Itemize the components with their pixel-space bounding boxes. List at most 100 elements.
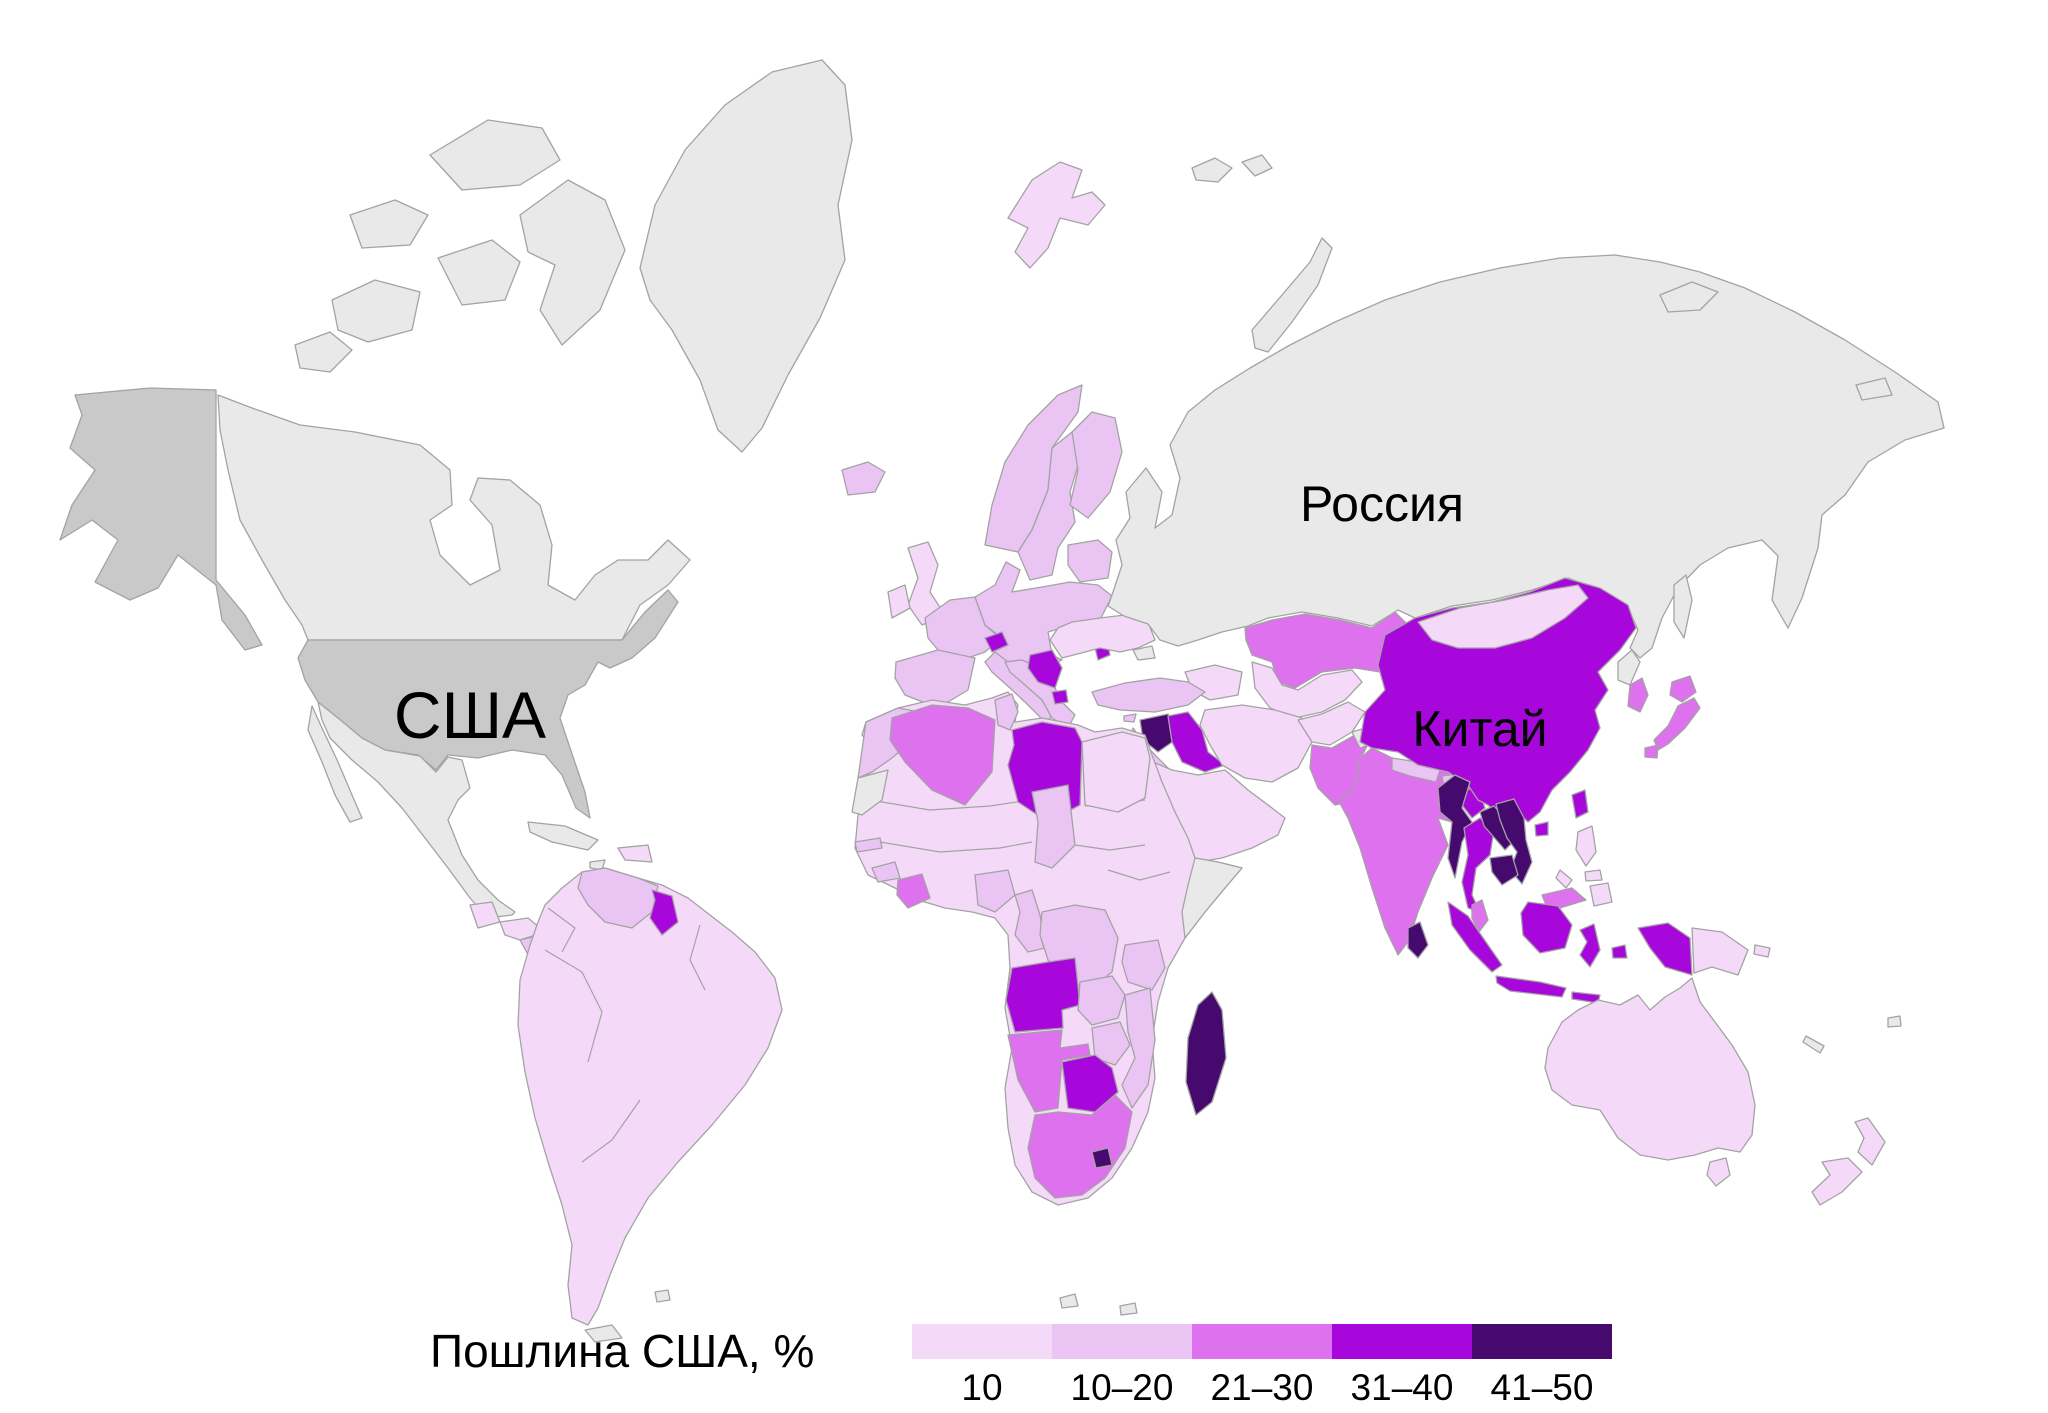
region-arctic-islands <box>429 119 561 191</box>
region-zambia <box>1077 975 1126 1026</box>
region-chad <box>1031 784 1076 869</box>
region-palawan <box>1555 869 1573 889</box>
region-arctic-islands <box>331 279 421 343</box>
region-south-america <box>517 867 783 1326</box>
region-wrangel-island <box>1855 377 1893 401</box>
region-zimbabwe <box>1091 1021 1131 1066</box>
legend-label-5: 41–50 <box>1490 1367 1594 1408</box>
region-japan-hokkaido <box>1669 675 1697 703</box>
region-alaska <box>59 387 263 651</box>
legend: Пошлина США, % 10 10–20 21–30 31–40 41–5… <box>430 1318 1690 1408</box>
region-greenland <box>639 59 853 453</box>
region-arctic-islands <box>519 179 626 346</box>
region-baltics <box>1067 539 1113 583</box>
region-nz-north <box>1854 1117 1886 1166</box>
region-australia <box>1544 977 1756 1161</box>
region-arctic-islands <box>294 331 353 373</box>
region-madagascar <box>1185 991 1227 1116</box>
region-iceland <box>841 461 886 496</box>
region-canada <box>217 394 691 641</box>
region-vietnam <box>1495 798 1533 885</box>
region-mexico <box>317 701 516 919</box>
region-kalimantan <box>1520 901 1573 954</box>
region-cameroon-gabon <box>1014 889 1046 953</box>
region-algeria <box>889 704 996 806</box>
legend-label-3: 21–30 <box>1210 1367 1314 1408</box>
region-papua-west <box>1637 922 1693 976</box>
region-visayas <box>1584 869 1603 882</box>
region-baja <box>307 705 363 823</box>
region-sweden <box>1017 431 1083 581</box>
legend-category: 41–50 <box>1472 1324 1612 1409</box>
region-nigeria <box>974 869 1016 913</box>
region-south-korea <box>1627 677 1649 713</box>
region-iberia <box>894 649 976 709</box>
label-china: Китай <box>1412 701 1547 757</box>
region-laos <box>1479 805 1516 851</box>
legend-swatch-2 <box>1052 1324 1192 1359</box>
legend-label-4: 31–40 <box>1350 1367 1454 1408</box>
legend-swatch-4 <box>1332 1324 1472 1359</box>
region-serbia-bosnia <box>1027 649 1063 689</box>
region-sakhalin <box>1673 574 1693 639</box>
region-southern-islands <box>1059 1293 1079 1309</box>
region-western-sahara <box>851 769 889 816</box>
region-japan-honshu <box>1653 697 1701 751</box>
region-cuba <box>527 821 599 851</box>
region-hispaniola <box>617 844 653 863</box>
region-mozambique <box>1121 987 1156 1109</box>
region-new-siberian-islands <box>1659 281 1719 313</box>
region-arctic-islands <box>437 239 521 306</box>
region-mindanao <box>1589 882 1613 907</box>
region-taiwan <box>1571 789 1589 819</box>
region-maluku <box>1611 944 1628 959</box>
border-south-america <box>544 907 706 1163</box>
region-angola <box>1005 957 1081 1033</box>
region-sri-lanka <box>1407 921 1429 959</box>
legend-swatch-1 <box>912 1324 1052 1359</box>
region-japan-kyushu <box>1644 744 1659 759</box>
legend-category: 21–30 <box>1192 1324 1332 1409</box>
region-iran <box>1199 704 1313 783</box>
legend-title: Пошлина США, % <box>430 1325 815 1377</box>
region-java <box>1495 975 1567 998</box>
region-afghanistan <box>1297 701 1366 746</box>
legend-swatch-3 <box>1192 1324 1332 1359</box>
region-southern-islands <box>1119 1302 1138 1316</box>
region-cyprus <box>1123 713 1137 723</box>
region-finland <box>1069 411 1123 519</box>
region-botswana <box>1061 1054 1119 1113</box>
region-south-africa <box>1027 1094 1133 1199</box>
region-central-asia <box>1251 661 1363 719</box>
legend-label-1: 10 <box>961 1367 1003 1408</box>
region-tierra-del-fuego <box>584 1324 623 1343</box>
region-nz-south <box>1811 1157 1863 1206</box>
region-luzon <box>1575 825 1597 867</box>
region-mongolia <box>1417 584 1589 649</box>
region-north-korea <box>1617 649 1641 686</box>
region-egypt <box>1081 731 1151 813</box>
region-new-caledonia <box>1802 1035 1825 1054</box>
region-lesotho <box>1091 1147 1113 1169</box>
region-novaya-zemlya <box>1251 237 1333 353</box>
label-russia: Россия <box>1300 476 1464 532</box>
legend-category: 10 <box>912 1324 1052 1409</box>
legend-swatch-5 <box>1472 1324 1612 1359</box>
region-north-macedonia <box>1051 689 1069 705</box>
region-switzerland <box>984 631 1009 653</box>
region-sulawesi <box>1579 923 1601 968</box>
region-china <box>1359 577 1637 823</box>
region-svalbard <box>1007 161 1106 269</box>
region-arctic-islands <box>349 199 429 249</box>
region-malaysia-borneo <box>1541 887 1587 909</box>
label-usa: США <box>394 678 546 752</box>
legend-label-2: 10–20 <box>1070 1367 1174 1408</box>
region-malaysia-peninsula <box>1471 899 1489 933</box>
region-namibia <box>1007 1029 1091 1113</box>
legend-category: 31–40 <box>1332 1324 1472 1409</box>
region-tasmania <box>1706 1157 1731 1187</box>
region-somalia <box>1181 857 1243 939</box>
region-falklands <box>654 1289 671 1303</box>
